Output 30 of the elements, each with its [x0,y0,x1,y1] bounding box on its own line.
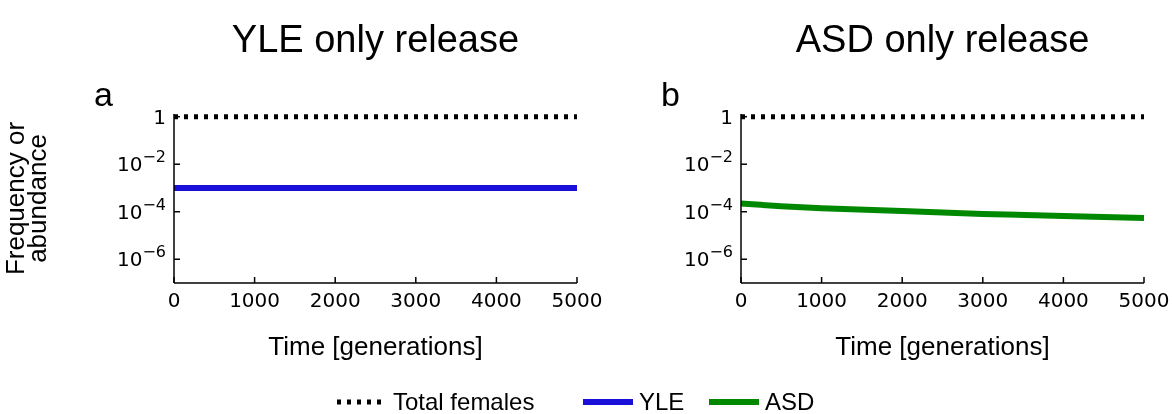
x-axis-title: Time [generations] [835,331,1050,361]
chart-title: YLE only release [231,18,520,60]
legend-label: ASD [765,388,815,414]
text: b [661,75,680,113]
legend-label: YLE [639,388,685,414]
x-tick-label: 1000 [796,288,848,312]
y-tick-label: 1 [720,104,733,129]
x-tick-label: 4000 [1037,288,1089,312]
x-tick-label: 5000 [1118,288,1170,312]
x-tick-label: 3000 [390,288,442,312]
y-axis-title: Frequency or abundance [0,121,52,276]
x-tick-label: 3000 [957,288,1009,312]
legend-label: Total females [393,388,535,414]
x-tick-label: 0 [167,288,181,312]
x-tick-label: 5000 [551,288,603,312]
x-tick-label: 1000 [229,288,281,312]
y-tick-label: 10$^{−2}$ [116,146,166,177]
x-tick-label: 2000 [876,288,928,312]
x-axis-title: Time [generations] [268,331,483,361]
chart-title: ASD only release [795,18,1090,60]
y-tick-label: 10$^{−4}$ [683,194,733,224]
x-tick-label: 2000 [309,288,361,312]
x-tick-label: 0 [734,288,748,312]
y-tick-label: 10$^{−6}$ [116,241,166,272]
text: a [94,75,113,113]
y-tick-label: 1 [153,104,166,129]
y-tick-label: 10$^{−4}$ [116,194,166,224]
y-tick-label: 10$^{−2}$ [683,146,733,177]
x-tick-label: 4000 [470,288,522,312]
y-tick-label: 10$^{−6}$ [683,241,733,272]
